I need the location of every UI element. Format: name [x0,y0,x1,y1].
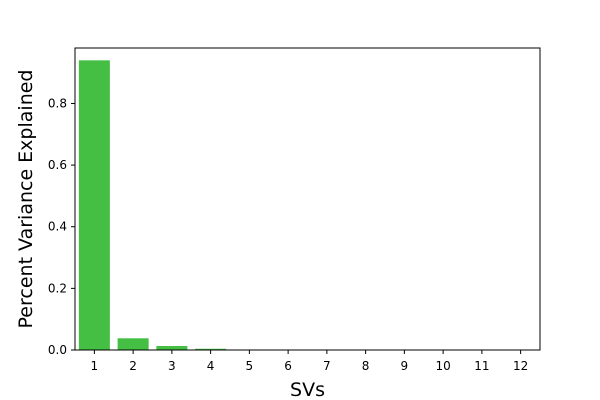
x-tick-label: 4 [207,359,215,373]
x-tick-label: 10 [435,359,450,373]
x-axis-ticks: 1 2 3 4 5 6 7 8 9 10 11 12 [91,350,528,373]
plot-frame [74,47,541,351]
x-tick-label: 11 [474,359,489,373]
x-tick-label: 9 [401,359,409,373]
bar-sv-1 [78,60,110,350]
y-tick-label: 0.0 [48,343,67,357]
y-axis-label: Percent Variance Explained [15,70,37,329]
x-tick-label: 7 [323,359,331,373]
y-tick-label: 0.4 [48,220,67,234]
y-axis-ticks: 0.0 0.2 0.4 0.6 0.8 [48,96,75,357]
bar-sv-3 [156,345,188,350]
y-tick-label: 0.6 [48,158,67,172]
y-tick-label: 0.2 [48,281,67,295]
x-axis-label: SVs [290,379,325,400]
x-tick-label: 8 [362,359,370,373]
x-tick-label: 1 [91,359,99,373]
x-tick-label: 12 [513,359,528,373]
x-tick-label: 5 [246,359,254,373]
bars-group [78,60,537,350]
bar-sv-4 [195,348,227,350]
y-tick-label: 0.8 [48,96,67,110]
x-tick-label: 2 [129,359,137,373]
x-tick-label: 6 [284,359,292,373]
bar-sv-2 [117,338,149,350]
x-tick-label: 3 [168,359,176,373]
